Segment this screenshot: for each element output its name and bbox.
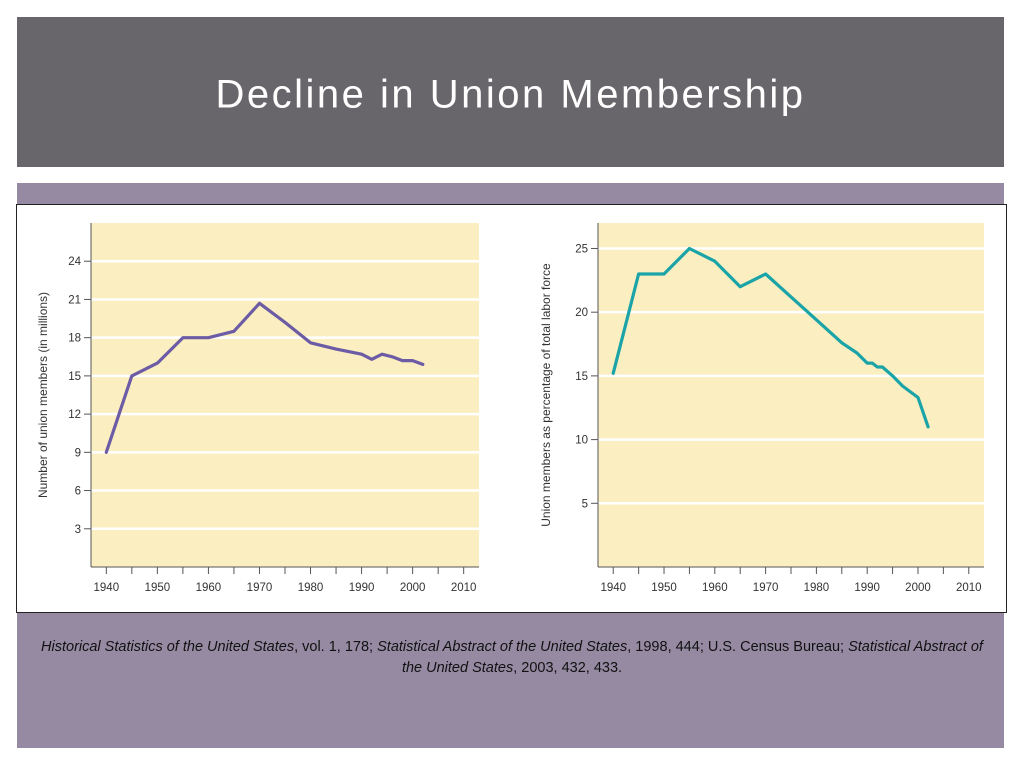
chart-right-y-tick-label: 15: [575, 371, 588, 383]
chart-left-data-point: [370, 358, 373, 361]
chart-right-data-point: [688, 247, 691, 250]
caption-ref1-rest: , vol. 1, 178;: [294, 639, 378, 655]
chart-left-y-tick-label: 6: [75, 486, 81, 498]
chart-right-data-point: [713, 260, 717, 263]
chart-left-x-tick-label: 1960: [196, 582, 222, 594]
chart-left-y-tick-label: 3: [75, 524, 81, 536]
chart-left-x-tick-label: 2010: [451, 582, 477, 594]
chart-left-y-tick-label: 18: [68, 333, 81, 345]
chart-left-x-tick-label: 1970: [247, 582, 273, 594]
slide-title: Decline in Union Membership: [215, 72, 806, 117]
chart-left-x-tick-label: 1990: [349, 582, 375, 594]
source-caption: Historical Statistics of the United Stat…: [40, 637, 984, 679]
chart-right-data-point: [637, 272, 640, 276]
chart-right-y-axis-label: Union members as percentage of total lab…: [539, 263, 553, 527]
chart-right-data-point: [881, 365, 884, 369]
chart-right-x-tick-label: 1940: [600, 582, 626, 594]
chart-right-x-tick-label: 2010: [956, 582, 982, 594]
chart-left-data-point: [309, 341, 312, 344]
chart-left-y-tick-label: 15: [68, 371, 81, 383]
chart-left-data-point: [181, 336, 185, 339]
chart-left-x-tick-label: 2000: [400, 582, 426, 594]
chart-right-data-point: [876, 365, 879, 369]
chart-left-data-point: [360, 353, 363, 356]
charts-svg: 3 6 9 12 15 18 21 24 1940 1950 1960 1970 1980 1990 200…: [36, 223, 984, 594]
chart-left-data-point: [334, 347, 338, 351]
chart-left-y-axis-label: Number of union members (in millions): [36, 292, 50, 498]
chart-left-y-tick-label: 24: [68, 256, 81, 268]
chart-right-data-point: [764, 272, 767, 276]
caption-ref3-rest: , 2003, 432, 433.: [513, 660, 623, 676]
chart-left-plot-area: [91, 223, 479, 567]
chart-right-x-tick-label: 1950: [651, 582, 677, 594]
chart-frame: 3 6 9 12 15 18 21 24 1940 1950 1960 1970 1980 1990 200…: [16, 204, 1007, 613]
chart-right-y-tick-label: 10: [575, 435, 588, 447]
chart-left-data-point: [207, 336, 210, 339]
chart-right-data-point: [739, 285, 742, 288]
chart-left-data-point: [380, 353, 384, 356]
chart-right-data-point: [789, 295, 793, 299]
chart-right-data-point: [926, 425, 930, 429]
chart-left-data-point: [391, 355, 394, 358]
chart-left-data-point: [156, 361, 159, 365]
chart-right-data-point: [855, 351, 859, 355]
title-bar: Decline in Union Membership: [17, 17, 1004, 167]
chart-right-plot-area: [598, 223, 984, 567]
chart-right-x-tick-label: 1990: [854, 582, 880, 594]
chart-right-data-point: [865, 361, 869, 365]
chart-right-data-point: [815, 318, 818, 322]
chart-left-data-point: [258, 302, 261, 305]
chart-left-data-point: [105, 451, 108, 454]
chart-right-x-tick-label: 1970: [753, 582, 779, 594]
chart-left-y-tick-label: 12: [68, 409, 81, 421]
chart-right-x-tick-label: 1960: [702, 582, 728, 594]
caption-ref2-title: Statistical Abstract of the United State…: [377, 639, 628, 655]
chart-left-data-point: [232, 330, 236, 333]
chart-left-x-tick-label: 1950: [145, 582, 171, 594]
chart-left-y-tick-label: 9: [75, 447, 81, 459]
chart-left-y-tick-label: 21: [68, 294, 81, 306]
chart-left-data-point: [401, 359, 404, 362]
chart-right-data-point: [901, 384, 904, 388]
chart-right-x-tick-label: 2000: [905, 582, 931, 594]
chart-right-data-point: [612, 372, 615, 375]
caption-ref1-title: Historical Statistics of the United Stat…: [41, 639, 295, 655]
chart-right-data-point: [871, 361, 874, 365]
chart-left-data-point: [421, 363, 425, 366]
chart-right-y-tick-label: 20: [575, 307, 588, 319]
caption-ref3-title: Statistical Abstract of the United State…: [401, 639, 983, 676]
chart-right-y-tick-label: 25: [575, 243, 588, 255]
chart-right-x-tick-label: 1980: [804, 582, 830, 594]
chart-left-x-tick-label: 1940: [94, 582, 120, 594]
chart-right-data-point: [840, 341, 843, 344]
chart-right-y-tick-label: 5: [582, 498, 588, 510]
chart-right-data-point: [662, 272, 666, 276]
chart-left-data-point: [411, 359, 414, 362]
chart-left-data-point: [283, 321, 287, 324]
chart-right-data-point: [916, 396, 920, 399]
caption-ref2-rest: , 1998, 444; U.S. Census Bureau;: [627, 639, 849, 655]
chart-left-x-tick-label: 1980: [298, 582, 324, 594]
chart-left-data-point: [130, 374, 134, 378]
chart-right-data-point: [891, 374, 894, 378]
